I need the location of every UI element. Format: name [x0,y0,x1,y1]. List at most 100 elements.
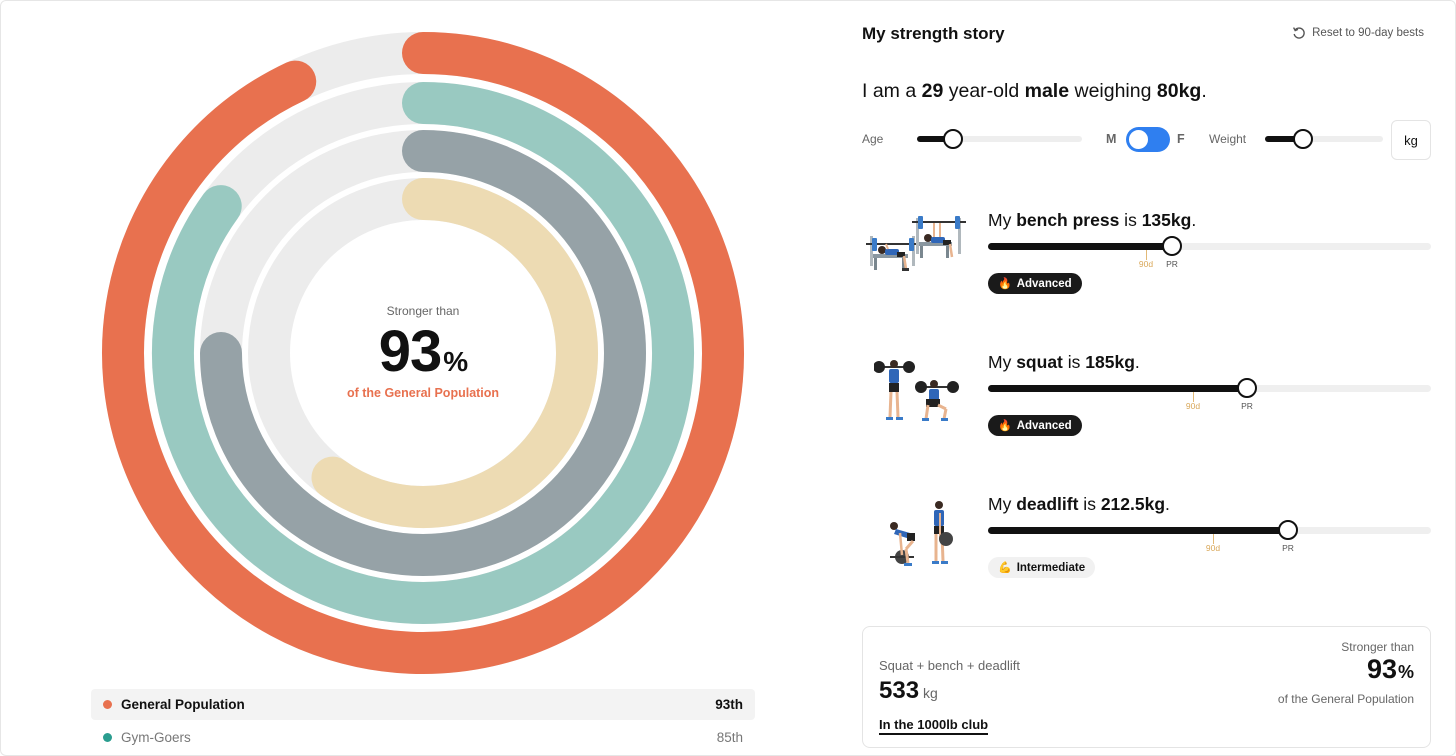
sex-f-label: F [1177,132,1185,146]
tick-90d [1213,534,1214,544]
card-subtitle: of the General Population [1277,692,1414,706]
legend-item-gym-goers[interactable]: Gym-Goers 85th [91,722,755,753]
lift-name: squat [1016,352,1063,372]
total-summary-card: Squat + bench + deadlift 533 kg In the 10… [862,626,1431,748]
lift-slider[interactable]: 90d PR [988,378,1431,411]
ring-separator [195,125,651,581]
lift-slider-thumb[interactable] [1237,378,1257,398]
panel-title: My strength story [862,24,1005,43]
legend-item-general-population[interactable]: General Population 93th [91,689,755,720]
lift-value: 185kg [1085,352,1135,372]
lift-mid: is [1119,210,1142,230]
total-unit: kg [923,685,938,701]
level-badge: 🔥 Advanced [988,415,1082,436]
weight-slider[interactable] [1265,129,1383,149]
center-subtitle: of the General Population [346,386,500,400]
total-caption: Squat + bench + deadlift [879,658,1020,673]
lift-title: My bench press is 135kg. [988,210,1196,231]
tick-pr-label: PR [1282,543,1294,553]
tick-90d-label: 90d [1205,543,1221,553]
age-label: Age [862,132,884,146]
squat-icon [874,360,959,421]
sex-toggle[interactable] [1126,127,1170,152]
badge-emoji: 🔥 [998,420,1012,432]
legend-label: Gym-Goers [121,730,191,745]
lift-prefix: My [988,494,1017,514]
weight-slider-thumb[interactable] [1293,129,1313,149]
legend-rank: 85th [716,730,743,745]
total-number: 533 [879,677,920,704]
level-badge: 💪 Intermediate [988,557,1096,578]
tick-90d-label: 90d [1185,401,1201,411]
lift-suffix: . [1165,494,1170,514]
ring-bar-1[interactable] [102,32,744,674]
lift-name: deadlift [1016,494,1079,514]
tick-90d [1146,250,1147,260]
ring-bar-4[interactable] [311,178,598,528]
profile-sex: male [1024,80,1070,102]
profile-text: . [1201,80,1207,102]
lift-value: 135kg [1141,210,1192,230]
tick-pr-label: PR [1166,259,1178,269]
lift-slider-fill [988,243,1172,250]
unit-select[interactable]: kg [1391,120,1431,160]
radial-strength-chart [102,32,744,674]
lift-name: bench press [1016,210,1120,230]
lift-slider-thumb[interactable] [1162,236,1182,256]
ring-separator [243,173,603,533]
lift-slider-fill [988,385,1247,392]
lift-title: My squat is 185kg. [988,352,1140,373]
badge-label: Advanced [1016,419,1072,432]
ring-separator [146,76,700,630]
legend-dot [103,700,112,709]
lift-slider-thumb[interactable] [1278,520,1298,540]
level-badge: 🔥 Advanced [988,273,1082,294]
lift-slider-fill [988,527,1288,534]
tick-90d [1193,392,1194,402]
legend-rank: 93th [715,697,743,712]
reset-icon [1293,27,1305,39]
card-percentile: 93% [1367,654,1414,685]
lift-slider[interactable]: 90d PR [988,236,1431,269]
card-percentile-number: 93 [1366,654,1397,684]
weight-label: Weight [1209,132,1247,146]
total-value: 533 kg [879,677,938,705]
center-value-number: 93 [378,319,443,384]
sex-toggle-knob [1128,129,1149,150]
club-link[interactable]: In the 1000lb club [879,717,989,735]
profile-text: I am a [862,80,922,102]
badge-emoji: 🔥 [998,278,1012,290]
tick-pr-label: PR [1241,401,1253,411]
reset-button[interactable]: Reset to 90-day bests [1292,26,1424,40]
lift-mid: is [1062,352,1086,372]
weight-slider-fill [1265,136,1303,142]
profile-weight: 80kg [1156,80,1202,102]
profile-sentence: I am a 29 year-old male weighing 80kg. [862,80,1207,103]
profile-text: year-old [943,80,1025,102]
age-slider-fill [917,136,953,142]
center-percentile: 93% [0,318,846,385]
badge-emoji: 💪 [998,562,1012,574]
age-slider[interactable] [917,129,1082,149]
ring-bar-2[interactable] [152,82,694,624]
center-caption: Stronger than [386,304,460,318]
lift-suffix: . [1191,210,1197,230]
lift-slider[interactable]: 90d PR [988,520,1431,553]
age-slider-thumb[interactable] [943,129,963,149]
bench-press-icon [866,216,966,271]
profile-age: 29 [921,80,944,102]
lift-prefix: My [988,210,1017,230]
badge-label: Intermediate [1016,561,1086,574]
center-value-pct: % [443,346,468,377]
lift-suffix: . [1134,352,1140,372]
card-stronger-caption: Stronger than [1341,640,1414,654]
lift-title: My deadlift is 212.5kg. [988,494,1170,515]
reset-label: Reset to 90-day bests [1312,27,1424,39]
tick-90d-label: 90d [1138,259,1154,269]
lift-value: 212.5kg [1100,494,1166,514]
lift-mid: is [1078,494,1101,514]
card-percentile-pct: % [1397,662,1414,682]
ring-bar-3[interactable] [200,130,646,576]
badge-label: Advanced [1016,277,1072,290]
legend-label: General Population [121,697,245,712]
